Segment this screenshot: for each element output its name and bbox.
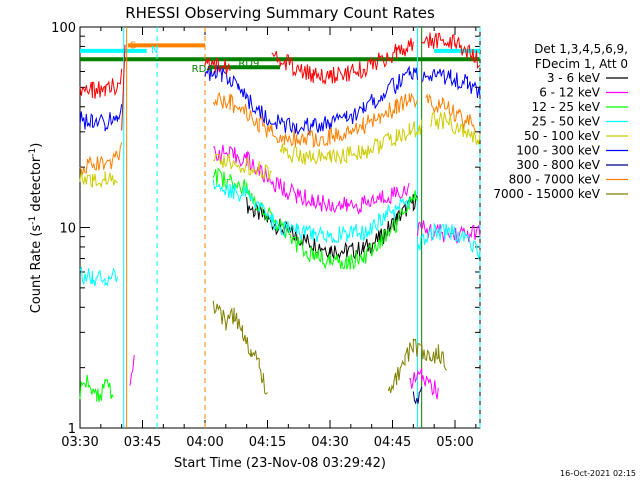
x-tick-label: 04:15: [249, 435, 286, 450]
legend-label: 7000 - 15000 keV: [493, 187, 600, 201]
series-line: [417, 222, 481, 260]
series-line: [213, 144, 410, 215]
legend-label: 3 - 6 keV: [547, 71, 601, 85]
series-line: [79, 266, 118, 287]
series-line: [409, 367, 439, 400]
mode-label: RD4: [192, 64, 213, 75]
y-tick-label: 100: [51, 21, 76, 36]
mode-annotations: S N RD4 RD9: [130, 40, 259, 75]
series-line: [421, 32, 481, 69]
series-line: [212, 91, 418, 149]
x-axis-label: Start Time (23-Nov-08 03:29:42): [174, 456, 386, 471]
series-line: [204, 64, 418, 136]
legend-label: 6 - 12 keV: [539, 86, 601, 100]
mode-label: RD9: [238, 59, 259, 70]
series-line: [79, 68, 123, 99]
series-line: [212, 179, 410, 244]
x-tick-label: 04:45: [374, 435, 411, 450]
x-tick-label: 03:30: [61, 435, 98, 450]
series-line: [246, 193, 418, 260]
series-line: [429, 111, 481, 145]
y-axis-label: Count Rate (s-1 detector-1): [28, 143, 44, 314]
x-tick-label: 05:00: [436, 435, 473, 450]
series-line: [79, 374, 114, 403]
series-line: [425, 93, 477, 132]
series-line: [212, 300, 268, 395]
series-line: [279, 119, 423, 165]
series-line: [79, 169, 118, 189]
y-tick-label: 1: [68, 422, 76, 437]
legend-header-2: FDecim 1, Att 0: [535, 57, 628, 71]
mode-label: N: [151, 45, 158, 56]
legend-label: 100 - 300 keV: [516, 144, 600, 158]
series-line: [212, 167, 418, 270]
legend: Det 1,3,4,5,6,9, FDecim 1, Att 0 3 - 6 k…: [493, 42, 628, 201]
series-line: [204, 57, 231, 75]
series-line: [121, 44, 126, 131]
series-line: [271, 38, 414, 85]
timestamp: 16-Oct-2021 02:15: [560, 469, 636, 478]
series-line: [79, 142, 123, 175]
chart-title: RHESSI Observing Summary Count Rates: [125, 4, 435, 22]
series-line: [412, 386, 423, 405]
y-axis: 1 10 100: [51, 21, 480, 437]
series-line: [79, 104, 123, 132]
legend-label: 800 - 7000 keV: [509, 173, 601, 187]
series-line: [129, 354, 135, 386]
mode-vertical-lines: [123, 27, 481, 428]
x-axis: 03:30 03:45 04:00 04:15 04:30 04:45 05:00: [61, 27, 477, 450]
series-line: [387, 338, 448, 394]
legend-label: 12 - 25 keV: [532, 100, 601, 114]
series-line: [421, 68, 481, 99]
y-tick-label: 10: [59, 222, 76, 237]
legend-label: 300 - 800 keV: [516, 158, 600, 172]
mode-label: S: [130, 40, 136, 51]
series-line: [417, 220, 481, 244]
series-lines: [79, 32, 481, 405]
x-tick-label: 04:00: [186, 435, 223, 450]
legend-header-1: Det 1,3,4,5,6,9,: [534, 42, 628, 56]
legend-label: 50 - 100 keV: [524, 129, 601, 143]
x-tick-label: 03:45: [124, 435, 161, 450]
legend-label: 25 - 50 keV: [532, 115, 601, 129]
series-line: [213, 153, 272, 181]
x-tick-label: 04:30: [311, 435, 348, 450]
